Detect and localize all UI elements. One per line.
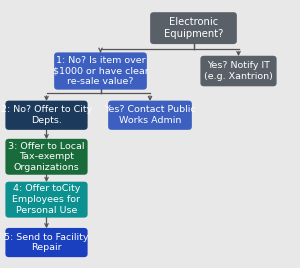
FancyBboxPatch shape [5, 182, 88, 218]
FancyBboxPatch shape [200, 56, 277, 86]
FancyBboxPatch shape [150, 12, 237, 44]
FancyBboxPatch shape [5, 101, 88, 130]
FancyBboxPatch shape [108, 101, 192, 130]
Text: 3: Offer to Local
Tax-exempt
Organizations: 3: Offer to Local Tax-exempt Organizatio… [8, 142, 85, 172]
Text: 1: No? Is item over
$1000 or have clear
re-sale value?: 1: No? Is item over $1000 or have clear … [52, 56, 148, 86]
Text: Yes? Notify IT
(e.g. Xantrion): Yes? Notify IT (e.g. Xantrion) [204, 61, 273, 81]
Text: Yes? Contact Public
Works Admin: Yes? Contact Public Works Admin [104, 105, 196, 125]
FancyBboxPatch shape [5, 139, 88, 175]
Text: 2: No? Offer to City
Depts.: 2: No? Offer to City Depts. [1, 105, 92, 125]
FancyBboxPatch shape [5, 228, 88, 257]
FancyBboxPatch shape [54, 53, 147, 90]
Text: Electronic
Equipment?: Electronic Equipment? [164, 17, 223, 39]
Text: 4: Offer toCity
Employees for
Personal Use: 4: Offer toCity Employees for Personal U… [13, 184, 80, 215]
Text: 5: Send to Facility
Repair: 5: Send to Facility Repair [4, 233, 89, 252]
